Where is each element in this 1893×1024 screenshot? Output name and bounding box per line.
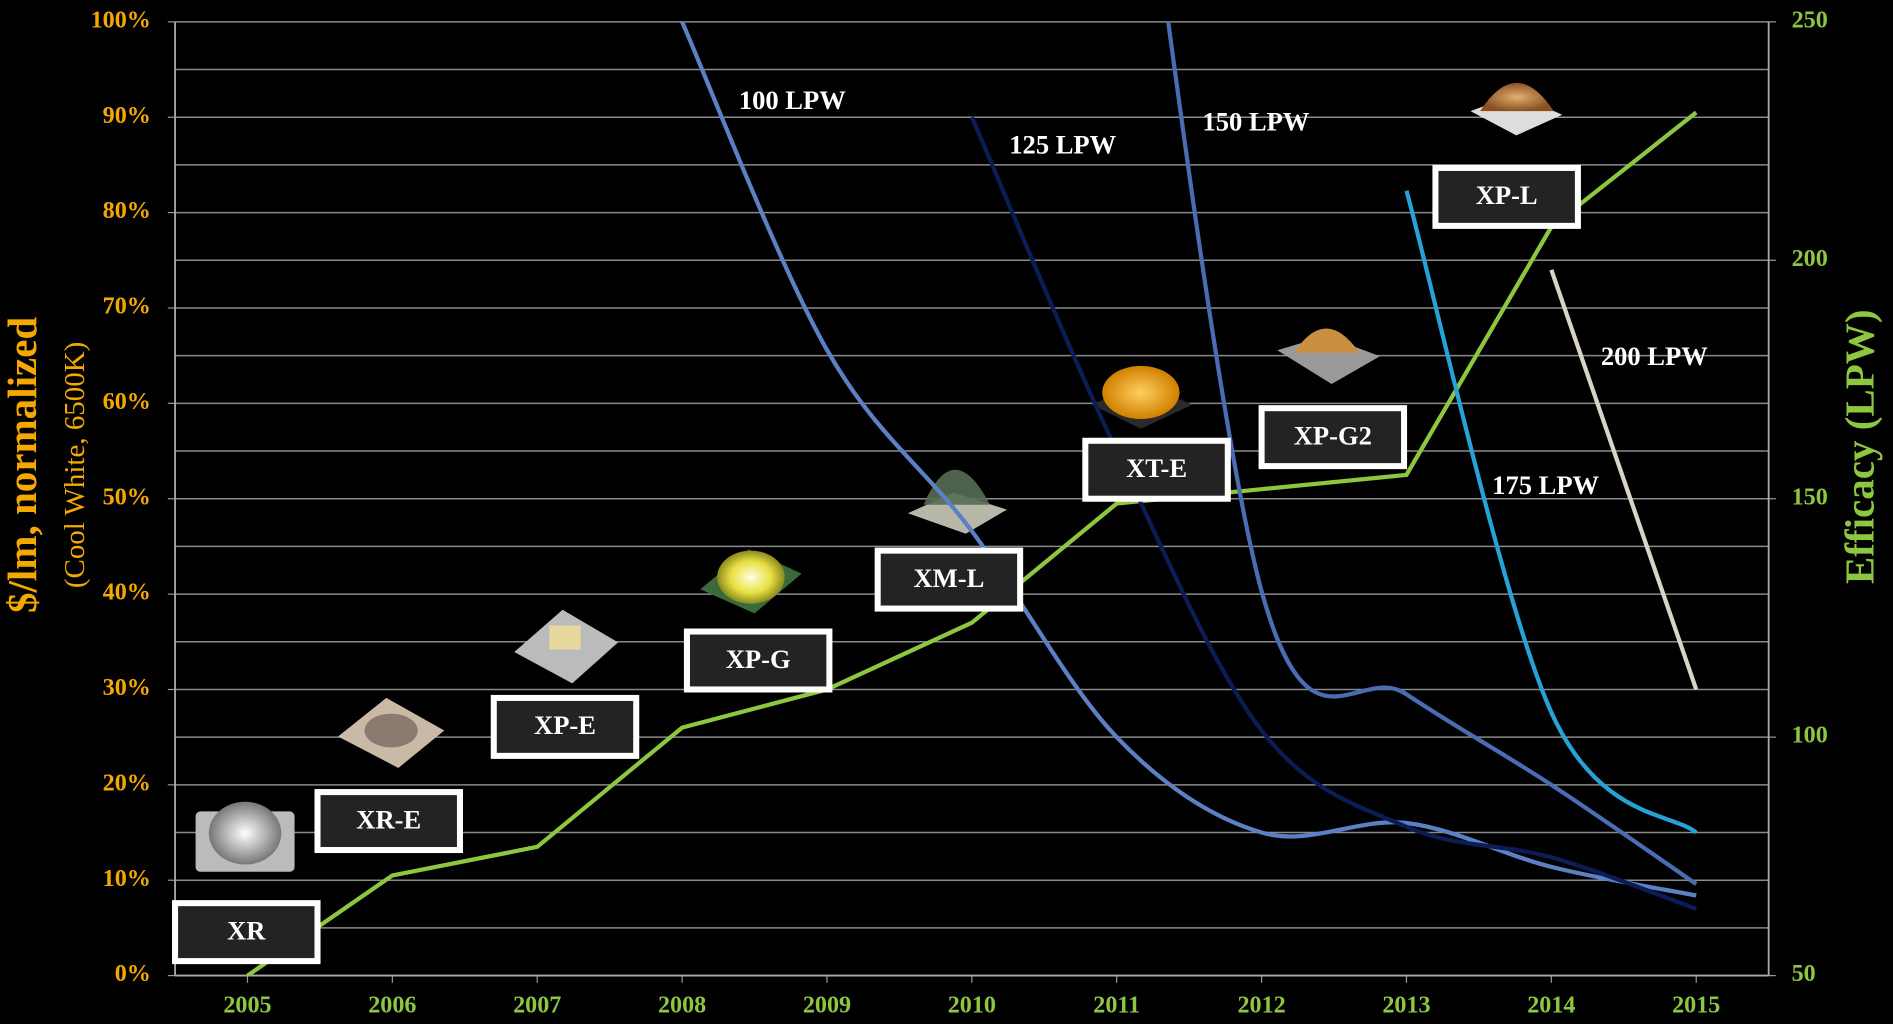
x-tick-label: 2005 <box>223 992 271 1019</box>
product-label: XM-L <box>914 563 985 593</box>
series-label: 150 LPW <box>1202 107 1309 137</box>
y2-tick-label: 100 <box>1792 722 1828 749</box>
y-tick-label: 50% <box>103 483 151 510</box>
led-image <box>209 802 281 865</box>
led-image <box>717 551 785 604</box>
product-label: XT-E <box>1126 453 1187 483</box>
y-tick-label: 0% <box>115 960 151 987</box>
y-tick-label: 10% <box>103 865 151 892</box>
y-tick-label: 60% <box>103 388 151 415</box>
y2-tick-label: 200 <box>1792 245 1828 272</box>
product-label: XR-E <box>356 804 421 834</box>
series-label: 200 LPW <box>1601 341 1708 371</box>
x-tick-label: 2012 <box>1237 992 1285 1019</box>
y-tick-label: 40% <box>103 579 151 606</box>
series-label: 125 LPW <box>1009 129 1116 159</box>
led-image <box>1480 83 1554 111</box>
y-tick-label: 20% <box>103 769 151 796</box>
series-label: 175 LPW <box>1492 470 1599 500</box>
led-image <box>1102 366 1179 419</box>
y-tick-label: 90% <box>103 102 151 129</box>
x-tick-label: 2014 <box>1527 992 1575 1019</box>
x-tick-label: 2006 <box>368 992 416 1019</box>
y2-tick-label: 150 <box>1792 483 1828 510</box>
chart: $/lm, normalized (Cool White, 6500K) Eff… <box>0 0 1893 1024</box>
x-tick-label: 2009 <box>803 992 851 1019</box>
product-label: XP-G2 <box>1294 420 1372 450</box>
y2-tick-label: 50 <box>1792 960 1816 987</box>
product-label: XP-L <box>1476 180 1538 210</box>
x-tick-label: 2015 <box>1672 992 1720 1019</box>
page: {"chart_data": { "type": "line", "ylabel… <box>0 0 1893 1024</box>
y-tick-label: 70% <box>103 293 151 320</box>
y2-axis-title: Efficacy (LPW) <box>1836 310 1882 585</box>
series-line <box>972 117 1696 909</box>
led-image <box>365 714 418 748</box>
x-tick-label: 2010 <box>948 992 996 1019</box>
y-axis-title: $/lm, normalized <box>0 317 45 613</box>
x-tick-label: 2008 <box>658 992 706 1019</box>
y-tick-label: 100% <box>91 6 151 33</box>
y-tick-label: 30% <box>103 674 151 701</box>
x-tick-label: 2013 <box>1382 992 1430 1019</box>
x-tick-label: 2011 <box>1093 992 1140 1019</box>
y-tick-label: 80% <box>103 197 151 224</box>
series-label: 100 LPW <box>739 85 846 115</box>
led-image <box>549 625 580 649</box>
y-axis-subtitle: (Cool White, 6500K) <box>59 342 91 588</box>
product-label: XR <box>227 915 266 945</box>
led-image <box>1294 328 1359 352</box>
x-tick-label: 2007 <box>513 992 561 1019</box>
y2-tick-label: 250 <box>1792 6 1828 33</box>
series-line <box>1406 191 1696 833</box>
product-label: XP-E <box>534 710 596 740</box>
product-label: XP-G <box>726 644 791 674</box>
led-images <box>196 83 1563 872</box>
